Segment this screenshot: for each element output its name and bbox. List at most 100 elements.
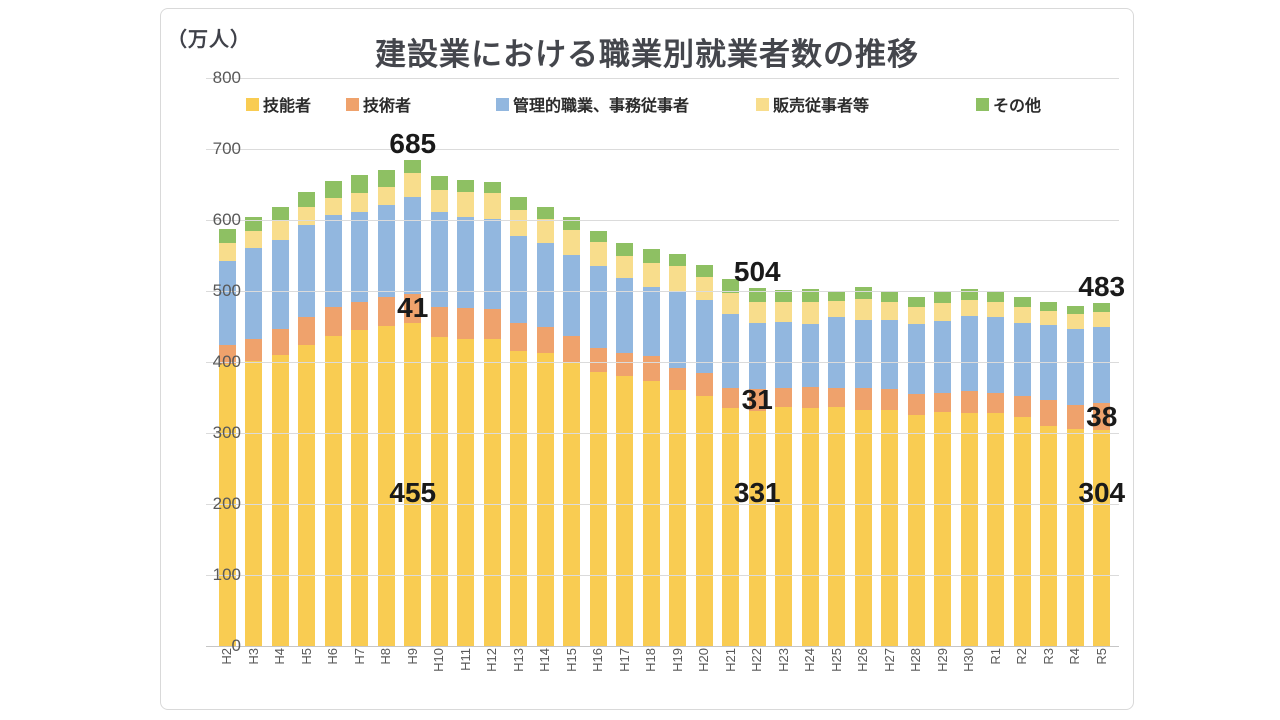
bar-segment-R3-技能者 <box>1040 425 1058 646</box>
bar-slot-H25 <box>824 291 851 646</box>
bar-segment-R3-その他 <box>1040 301 1058 311</box>
bar-slot-H30 <box>956 288 983 646</box>
bar-segment-H23-技能者 <box>775 407 793 646</box>
bar-segment-H26-技能者 <box>854 409 872 646</box>
bar-slot-H17 <box>612 242 639 646</box>
x-label-H17: H17 <box>616 648 632 672</box>
bar-H27 <box>881 291 899 646</box>
bar-segment-H6-管理的職業、事務従事者 <box>324 215 342 308</box>
bar-H29 <box>934 292 952 646</box>
bar-segment-H27-その他 <box>881 291 899 302</box>
bar-segment-H29-その他 <box>934 292 952 304</box>
bar-segment-H11-販売従事者等 <box>457 191 475 218</box>
bar-segment-H3-技術者 <box>245 338 263 361</box>
bar-segment-R2-技能者 <box>1013 417 1031 646</box>
x-axis-line <box>206 646 1119 647</box>
bar-segment-H7-技能者 <box>351 330 369 646</box>
x-label-H10: H10 <box>431 648 447 672</box>
bar-segment-R1-販売従事者等 <box>987 302 1005 318</box>
x-label-H26: H26 <box>855 648 871 672</box>
bar-segment-R2-その他 <box>1013 296 1031 308</box>
bar-segment-H17-技能者 <box>616 376 634 646</box>
bar-segment-H17-その他 <box>616 242 634 257</box>
bar-segment-H28-管理的職業、事務従事者 <box>907 323 925 394</box>
x-label-H23: H23 <box>775 648 791 672</box>
bar-segment-H30-販売従事者等 <box>960 300 978 316</box>
bar-segment-H6-技能者 <box>324 336 342 646</box>
bar-segment-H21-その他 <box>722 278 740 294</box>
bar-H10 <box>430 176 448 646</box>
bar-slot-H3 <box>241 217 268 646</box>
bar-segment-H23-販売従事者等 <box>775 302 793 323</box>
legend-swatch-icon <box>756 97 769 111</box>
bar-segment-H30-その他 <box>960 288 978 301</box>
bar-segment-H11-技術者 <box>457 308 475 339</box>
bar-segment-H9-技能者 <box>404 322 422 646</box>
bar-segment-R2-販売従事者等 <box>1013 307 1031 323</box>
bar-segment-H10-管理的職業、事務従事者 <box>430 212 448 308</box>
bar-H19 <box>669 254 687 646</box>
bar-segment-H10-販売従事者等 <box>430 189 448 213</box>
gridline-100 <box>206 575 1119 576</box>
bar-segment-H30-管理的職業、事務従事者 <box>960 315 978 392</box>
bar-segment-H5-その他 <box>298 191 316 207</box>
bar-R1 <box>987 291 1005 646</box>
bar-slot-H24 <box>797 288 824 646</box>
x-label-H20: H20 <box>696 648 712 672</box>
bar-segment-H21-販売従事者等 <box>722 293 740 314</box>
bar-segment-H8-管理的職業、事務従事者 <box>377 205 395 297</box>
x-label-H29: H29 <box>934 648 950 672</box>
bar-slot-R4 <box>1062 305 1089 646</box>
bar-H21 <box>722 278 740 646</box>
bar-segment-H27-販売従事者等 <box>881 301 899 321</box>
bar-segment-H9-販売従事者等 <box>404 173 422 198</box>
bar-H25 <box>828 291 846 646</box>
bar-segment-H18-技能者 <box>642 381 660 646</box>
bar-slot-H16 <box>585 231 612 646</box>
gridline-200 <box>206 504 1119 505</box>
bar-H18 <box>642 249 660 646</box>
bar-segment-H10-技術者 <box>430 307 448 338</box>
x-label-H11: H11 <box>457 648 473 671</box>
annotation-H9-41: 41 <box>397 292 429 324</box>
bar-segment-H4-技術者 <box>271 328 289 355</box>
bar-segment-H10-技能者 <box>430 337 448 646</box>
bar-H20 <box>695 264 713 646</box>
x-label-H5: H5 <box>298 648 314 665</box>
bar-segment-R5-その他 <box>1093 303 1111 313</box>
bar-segment-H23-その他 <box>775 289 793 303</box>
bar-slot-H10 <box>426 176 453 646</box>
bars-container <box>214 78 1115 646</box>
bar-segment-H25-技術者 <box>828 388 846 407</box>
bar-segment-H4-技能者 <box>271 354 289 646</box>
bar-segment-H13-技術者 <box>510 322 528 351</box>
bar-segment-H14-技術者 <box>536 326 554 353</box>
bar-segment-R2-技術者 <box>1013 396 1031 418</box>
bar-slot-H9 <box>400 159 427 646</box>
bar-segment-H23-管理的職業、事務従事者 <box>775 322 793 388</box>
bar-segment-H14-その他 <box>536 207 554 220</box>
bar-slot-H11 <box>453 179 480 646</box>
bar-segment-H6-技術者 <box>324 307 342 337</box>
bar-segment-H12-技術者 <box>483 308 501 340</box>
y-tick-100: 100 <box>212 565 241 584</box>
bar-segment-H22-販売従事者等 <box>748 302 766 323</box>
bar-segment-H13-技能者 <box>510 350 528 646</box>
bar-segment-H8-その他 <box>377 170 395 188</box>
bar-segment-R5-管理的職業、事務従事者 <box>1093 326 1111 404</box>
bar-slot-H8 <box>373 170 400 646</box>
bar-segment-H28-技能者 <box>907 414 925 646</box>
bar-R5 <box>1093 303 1111 646</box>
bar-segment-H18-その他 <box>642 249 660 264</box>
bar-slot-H27 <box>877 291 904 646</box>
bar-segment-H27-技能者 <box>881 410 899 646</box>
bar-segment-H21-管理的職業、事務従事者 <box>722 313 740 388</box>
bar-segment-H13-販売従事者等 <box>510 210 528 236</box>
legend-item-管理的職業、事務従事者: 管理的職業、事務従事者 <box>496 94 689 115</box>
bar-segment-H5-技能者 <box>298 344 316 646</box>
bar-H8 <box>377 170 395 646</box>
bar-slot-H29 <box>930 292 957 646</box>
bar-segment-H29-販売従事者等 <box>934 303 952 321</box>
bar-segment-H11-管理的職業、事務従事者 <box>457 217 475 309</box>
bar-slot-R5 <box>1089 303 1116 646</box>
